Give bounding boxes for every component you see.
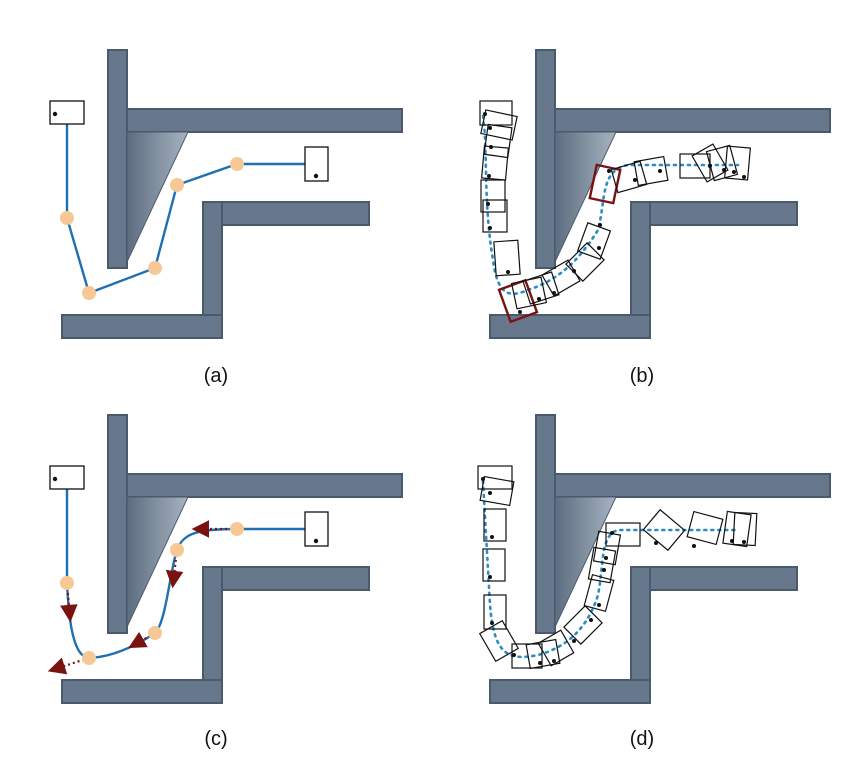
panel-label-b: (b) bbox=[629, 365, 655, 387]
waypoint-dot-icon bbox=[170, 543, 184, 557]
waypoint-dot-icon bbox=[60, 211, 74, 225]
footprint-dots-d bbox=[481, 477, 746, 665]
waypoint-dot-icon bbox=[148, 261, 162, 275]
vehicle-box-icon bbox=[49, 100, 85, 125]
vehicle-box-icon bbox=[49, 465, 85, 490]
goal-vehicle-c bbox=[304, 511, 329, 547]
walls-c bbox=[61, 414, 403, 704]
start-vehicle-c bbox=[49, 465, 85, 490]
waypoint-dot-icon bbox=[60, 576, 74, 590]
panel-d bbox=[477, 414, 831, 704]
panel-a bbox=[49, 49, 403, 339]
waypoints-c bbox=[60, 522, 244, 665]
waypoints-a bbox=[60, 157, 244, 300]
waypoint-dot-icon bbox=[148, 626, 162, 640]
walls-d bbox=[489, 414, 831, 704]
trajectory-d bbox=[481, 479, 740, 659]
waypoint-dot-icon bbox=[230, 522, 244, 536]
waypoint-dot-icon bbox=[82, 286, 96, 300]
panel-label-a: (a) bbox=[203, 365, 229, 387]
vehicle-footprints-d bbox=[477, 465, 758, 670]
waypoint-dot-icon bbox=[82, 651, 96, 665]
walls-a bbox=[61, 49, 403, 339]
walls-b bbox=[489, 49, 831, 339]
panel-label-d: (d) bbox=[629, 728, 655, 750]
footprint-dots-b bbox=[483, 112, 746, 314]
waypoint-dot-icon bbox=[170, 178, 184, 192]
vehicle-box-icon bbox=[304, 511, 329, 547]
vehicle-box-icon bbox=[304, 146, 329, 182]
panel-c bbox=[47, 414, 403, 704]
panel-b bbox=[479, 49, 831, 339]
goal-vehicle-a bbox=[304, 146, 329, 182]
waypoint-dot-icon bbox=[230, 157, 244, 171]
panel-label-c: (c) bbox=[204, 728, 228, 750]
start-vehicle-a bbox=[49, 100, 85, 125]
